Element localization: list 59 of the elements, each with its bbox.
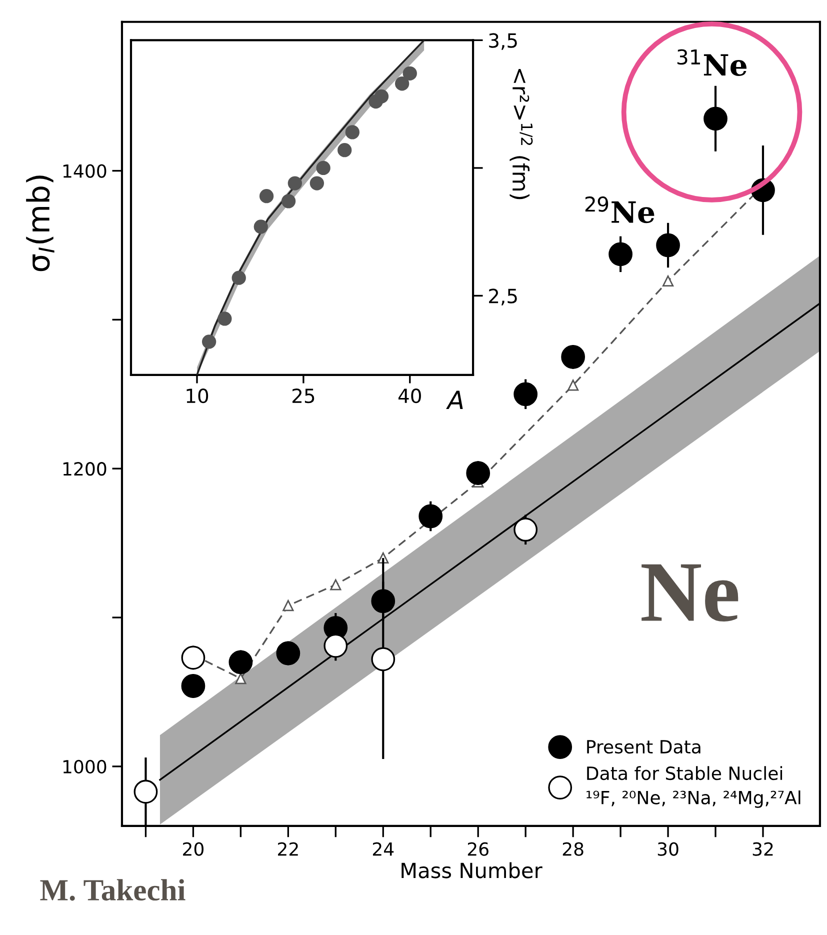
point bbox=[330, 579, 342, 590]
point bbox=[181, 674, 206, 698]
point bbox=[394, 76, 410, 91]
annotation: $^{29}$Ne bbox=[585, 196, 654, 224]
point bbox=[310, 176, 324, 190]
point bbox=[316, 160, 330, 176]
point bbox=[282, 600, 294, 612]
point bbox=[324, 634, 348, 658]
x-tick-label: 30 bbox=[658, 842, 678, 856]
point bbox=[371, 647, 396, 672]
point bbox=[281, 194, 296, 208]
point bbox=[514, 518, 538, 542]
point bbox=[561, 344, 586, 369]
point bbox=[418, 504, 443, 528]
x-axis-title: Mass Number bbox=[402, 862, 542, 878]
point bbox=[338, 142, 352, 158]
point bbox=[218, 312, 232, 326]
point bbox=[662, 275, 674, 287]
point bbox=[514, 382, 538, 406]
x-tick-label: 40 bbox=[398, 388, 421, 404]
x-tick-label: 25 bbox=[292, 388, 314, 404]
y-axis-title: <r²>$^{1/2}$ (fm) bbox=[510, 68, 533, 200]
x-axis-title: A bbox=[446, 390, 463, 409]
point bbox=[466, 461, 490, 486]
point bbox=[704, 106, 728, 131]
point bbox=[402, 66, 417, 81]
annotation: $^{31}$Ne bbox=[677, 49, 747, 76]
x-tick-label: 32 bbox=[752, 842, 773, 856]
y-tick-label: 1400 bbox=[63, 164, 106, 178]
point bbox=[254, 220, 268, 234]
y-tick-label: 1200 bbox=[63, 462, 106, 476]
point bbox=[345, 125, 360, 140]
x-tick-label: 10 bbox=[186, 388, 208, 404]
y-axis-title: σ$_{I}$(mb) bbox=[26, 176, 54, 272]
point bbox=[228, 650, 253, 674]
y-tick-label: 1000 bbox=[63, 760, 106, 774]
y-tick-label: 2,5 bbox=[489, 288, 517, 306]
point bbox=[202, 334, 216, 349]
text: M. Takechi bbox=[40, 879, 186, 901]
point bbox=[656, 233, 680, 258]
point bbox=[259, 188, 274, 204]
point bbox=[374, 89, 389, 104]
point bbox=[288, 176, 302, 190]
point bbox=[568, 380, 579, 391]
y-tick-label: 3,5 bbox=[489, 33, 517, 50]
point bbox=[608, 242, 632, 266]
point bbox=[371, 589, 396, 614]
x-tick-label: 22 bbox=[278, 842, 298, 856]
point bbox=[235, 673, 246, 684]
point bbox=[276, 641, 300, 666]
legend-label: Data for Stable Nuclei ¹⁹F, ²⁰Ne, ²³Na, ²⁴Mg,²⁷Al bbox=[586, 766, 800, 808]
annotation: Ne bbox=[642, 564, 738, 622]
point bbox=[232, 270, 246, 285]
x-tick-label: 28 bbox=[562, 842, 584, 856]
x-tick-label: 26 bbox=[468, 842, 488, 856]
legend-label: Present Data bbox=[587, 740, 700, 754]
x-tick-label: 20 bbox=[183, 842, 204, 856]
x-tick-label: 24 bbox=[372, 842, 394, 856]
point bbox=[181, 646, 206, 670]
